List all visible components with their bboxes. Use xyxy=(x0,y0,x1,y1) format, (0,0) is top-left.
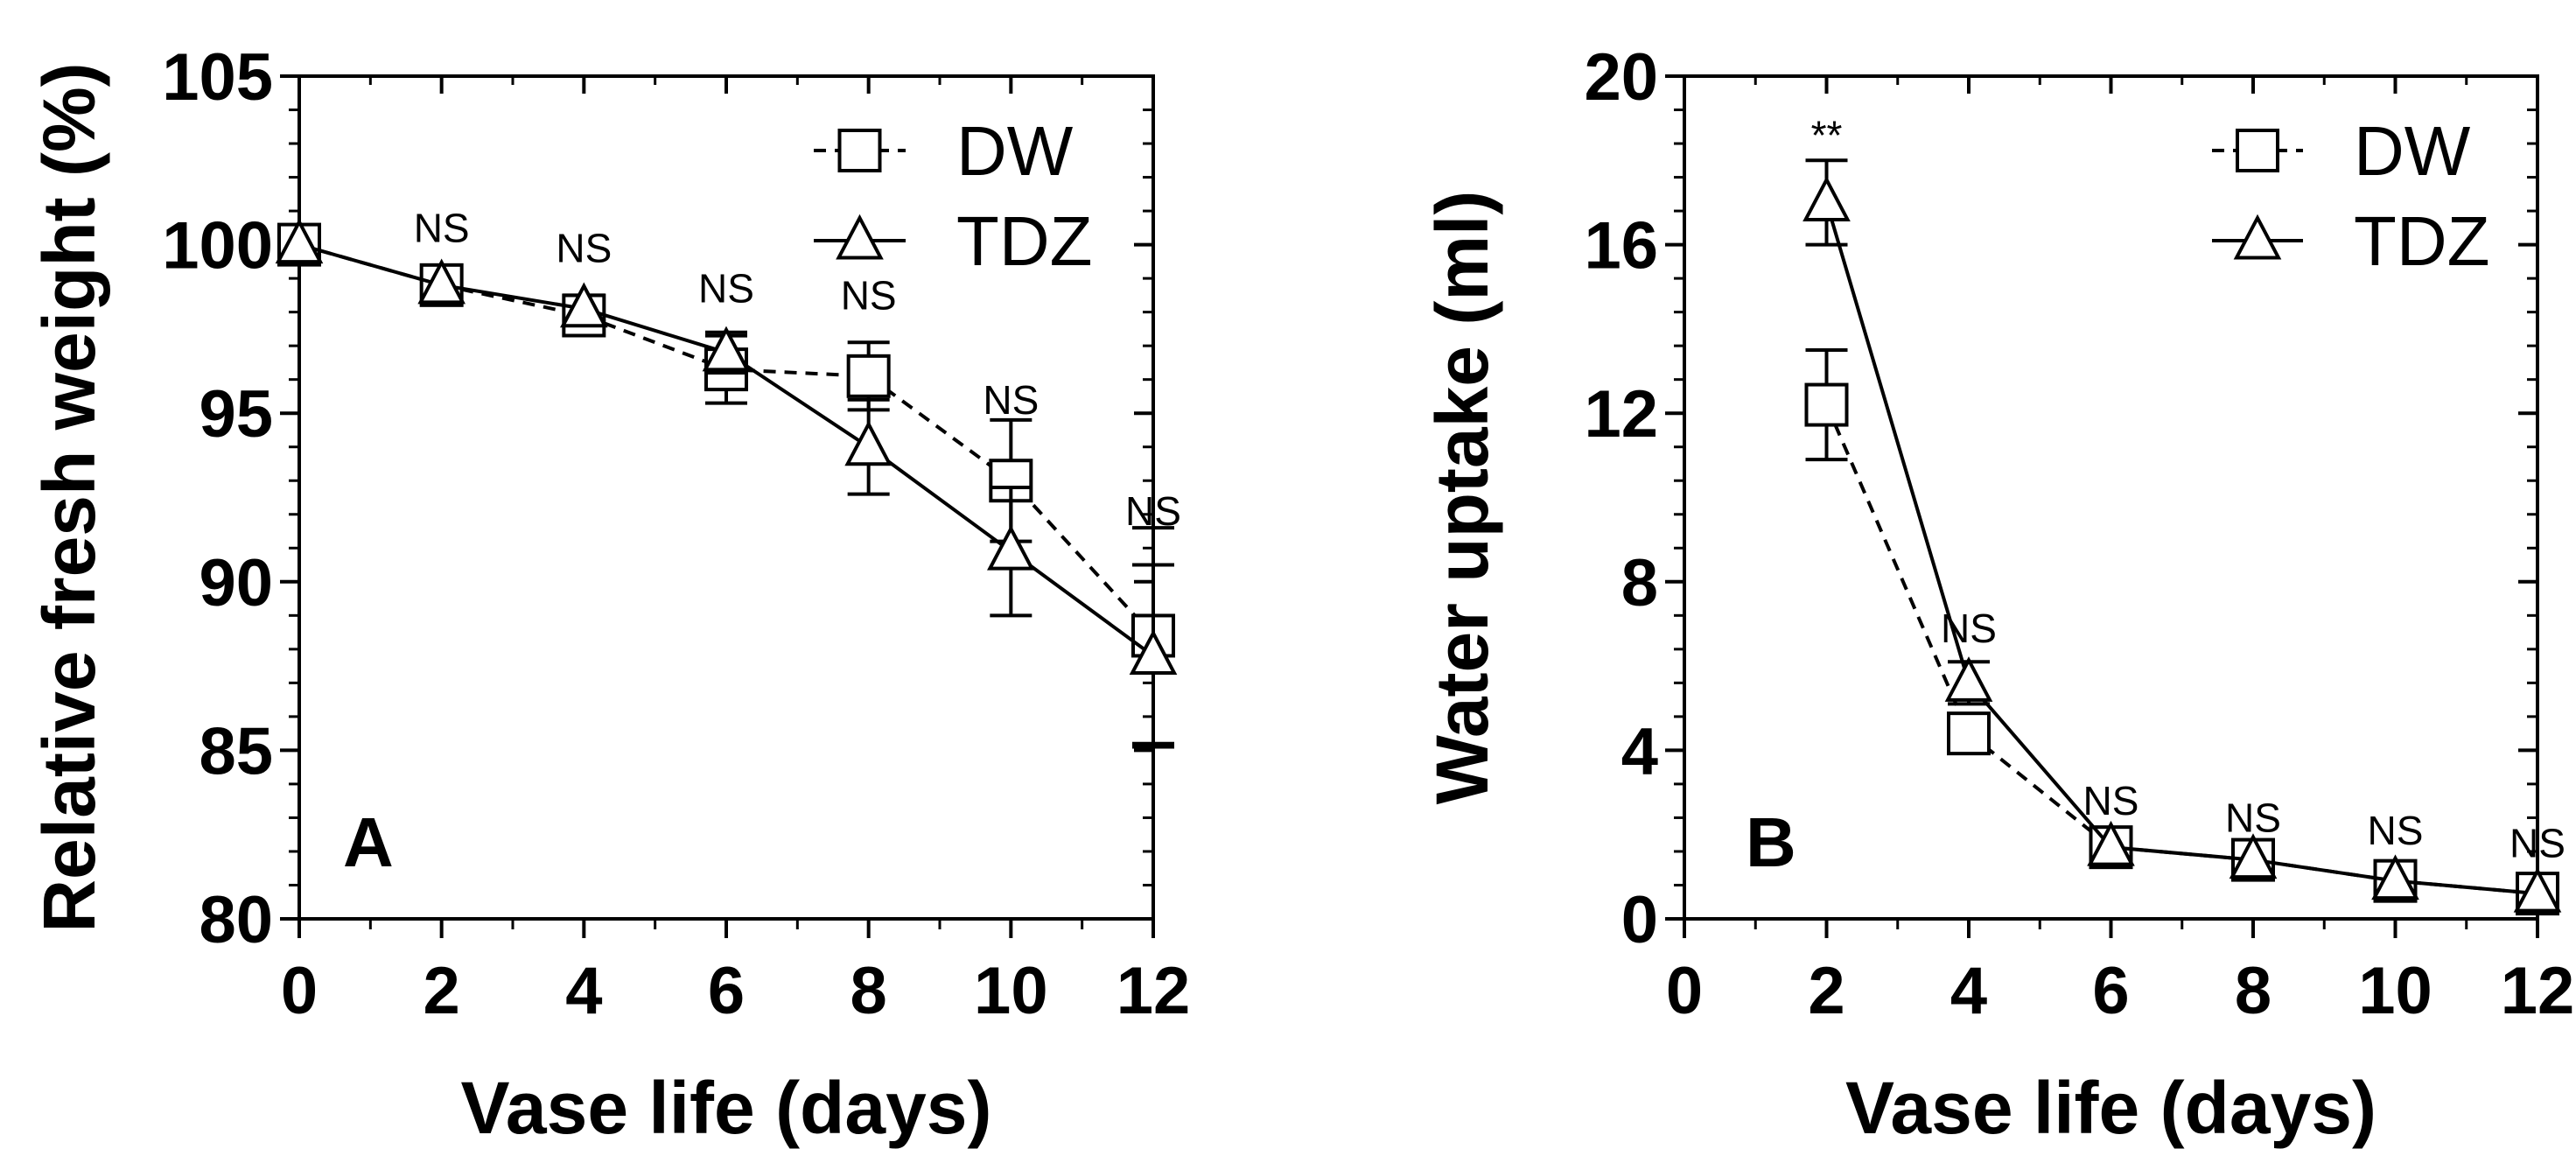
y-tick-label: 85 xyxy=(199,714,273,788)
legend-entry-tdz: TDZ xyxy=(814,202,1093,280)
data-point xyxy=(844,420,892,466)
legend-marker xyxy=(2236,129,2279,172)
x-tick-label: 12 xyxy=(1116,954,1191,1028)
x-tick-label: 12 xyxy=(2501,954,2575,1028)
y-tick-label: 95 xyxy=(199,377,273,452)
x-tick-label: 10 xyxy=(2358,954,2432,1028)
significance-label: NS xyxy=(414,205,470,250)
y-tick-label: 100 xyxy=(162,209,273,284)
legend-entry-dw: DW xyxy=(814,112,1074,190)
x-tick-label: 8 xyxy=(2235,954,2272,1028)
data-point xyxy=(1947,711,1991,756)
significance-label: NS xyxy=(2225,795,2281,840)
significance-label: NS xyxy=(841,272,897,318)
data-point xyxy=(1804,382,1849,427)
x-tick-label: 0 xyxy=(1666,954,1703,1028)
legend-label: TDZ xyxy=(2354,202,2490,280)
legend-entry-dw: DW xyxy=(2212,112,2471,190)
data-point xyxy=(275,218,324,264)
panel-b-chart: 0 2 4 6 8 10 12 0 4 8 12 16 20 Vase life (days) Water … xyxy=(1421,40,2574,1149)
x-tick-label: 2 xyxy=(424,954,460,1028)
legend-label: DW xyxy=(956,112,1074,190)
legend-label: TDZ xyxy=(956,202,1093,280)
panel-letter: B xyxy=(1746,803,1796,881)
y-tick-label: 0 xyxy=(1621,883,1658,957)
legend-entry-tdz: TDZ xyxy=(2212,202,2490,280)
data-point xyxy=(2513,866,2562,913)
legend-marker xyxy=(2233,214,2282,260)
y-axis-title: Water uptake (ml) xyxy=(1421,191,1503,805)
data-point xyxy=(2371,854,2419,900)
significance-label: ** xyxy=(1811,112,1843,158)
x-axis-title: Vase life (days) xyxy=(461,1067,992,1149)
significance-label: NS xyxy=(1125,488,1181,534)
x-tick-label: 4 xyxy=(565,954,602,1028)
data-point xyxy=(1129,629,1178,676)
y-tick-label: 20 xyxy=(1584,40,1658,115)
y-tick-label: 8 xyxy=(1621,546,1658,620)
data-point xyxy=(1944,656,1993,702)
legend-label: DW xyxy=(2354,112,2471,190)
series-line xyxy=(1824,403,2538,896)
x-tick-label: 2 xyxy=(1808,954,1844,1028)
significance-label: NS xyxy=(983,377,1039,423)
y-tick-label: 4 xyxy=(1621,714,1658,788)
x-tick-label: 0 xyxy=(281,954,318,1028)
significance-label: NS xyxy=(2368,808,2424,853)
data-point xyxy=(2229,833,2278,879)
data-point xyxy=(2087,820,2135,866)
legend-marker xyxy=(837,129,882,172)
significance-label: NS xyxy=(1941,606,1997,651)
series-tdz xyxy=(1802,158,2562,913)
x-tick-label: 4 xyxy=(1950,954,1987,1028)
significance-label: NS xyxy=(698,266,754,312)
data-point xyxy=(417,258,466,305)
x-tick-label: 6 xyxy=(2092,954,2129,1028)
data-point xyxy=(1802,176,1851,221)
series-tdz xyxy=(275,218,1178,749)
significance-label: NS xyxy=(2510,820,2566,865)
y-tick-label: 16 xyxy=(1584,209,1658,284)
y-tick-label: 105 xyxy=(162,40,273,115)
significance-label: NS xyxy=(2083,778,2139,823)
x-tick-label: 8 xyxy=(850,954,887,1028)
x-axis-title: Vase life (days) xyxy=(1845,1067,2376,1149)
series-line xyxy=(1824,201,2538,896)
y-tick-label: 80 xyxy=(199,883,273,957)
data-point xyxy=(846,354,891,398)
y-tick-label: 12 xyxy=(1584,377,1658,452)
y-tick-label: 90 xyxy=(199,546,273,620)
data-point xyxy=(987,524,1035,571)
y-axis-title: Relative fresh weight (%) xyxy=(28,62,110,932)
significance-label: NS xyxy=(556,225,612,270)
x-tick-label: 6 xyxy=(708,954,745,1028)
series-dw xyxy=(1804,347,2559,916)
data-point xyxy=(702,326,751,372)
panel-letter: A xyxy=(343,803,394,881)
data-point xyxy=(560,282,608,328)
x-tick-label: 10 xyxy=(974,954,1048,1028)
legend-marker xyxy=(836,214,884,260)
panel-a-chart: 0 2 4 6 8 10 12 80 85 90 95 100 105 Vase life (days) R… xyxy=(28,40,1190,1149)
